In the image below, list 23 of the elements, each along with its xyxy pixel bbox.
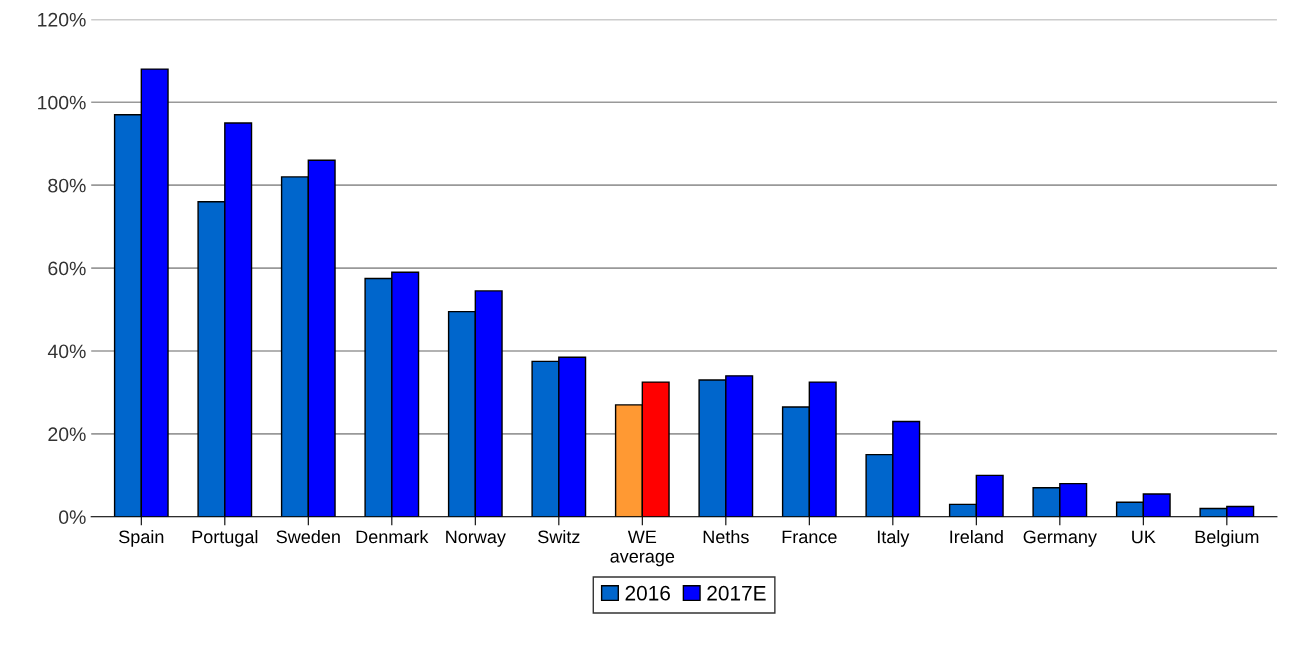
y-tick-label: 100% bbox=[38, 95, 86, 110]
x-tick-label: Neths bbox=[703, 529, 749, 544]
x-tick-label: Denmark bbox=[356, 529, 429, 544]
x-tick-label: WE average bbox=[610, 530, 675, 567]
x-tick-label: Ireland bbox=[950, 529, 1003, 544]
x-tick-label: Germany bbox=[1023, 530, 1097, 547]
x-tick-label: France bbox=[782, 530, 837, 544]
x-tick-label: Portugal bbox=[192, 529, 258, 547]
x-tick-label: Italy bbox=[877, 529, 910, 547]
y-tick-label: 80% bbox=[48, 178, 86, 193]
x-tick-label: Switz bbox=[538, 529, 580, 544]
x-tick-label: Spain bbox=[119, 529, 164, 547]
x-tick-label: Belgium bbox=[1195, 529, 1259, 547]
x-tick-label: Norway bbox=[446, 530, 506, 547]
x-tick-label: UK bbox=[1132, 530, 1156, 544]
x-tick-label: Sweden bbox=[276, 529, 340, 544]
legend-label: 2017E bbox=[707, 585, 766, 601]
legend-label: 2016 bbox=[625, 585, 670, 601]
y-tick-label: 0% bbox=[59, 510, 86, 525]
y-tick-label: 60% bbox=[48, 261, 86, 276]
y-tick-label: 40% bbox=[47, 344, 86, 359]
y-tick-label: 120% bbox=[38, 12, 86, 27]
y-tick-label: 20% bbox=[48, 427, 86, 442]
